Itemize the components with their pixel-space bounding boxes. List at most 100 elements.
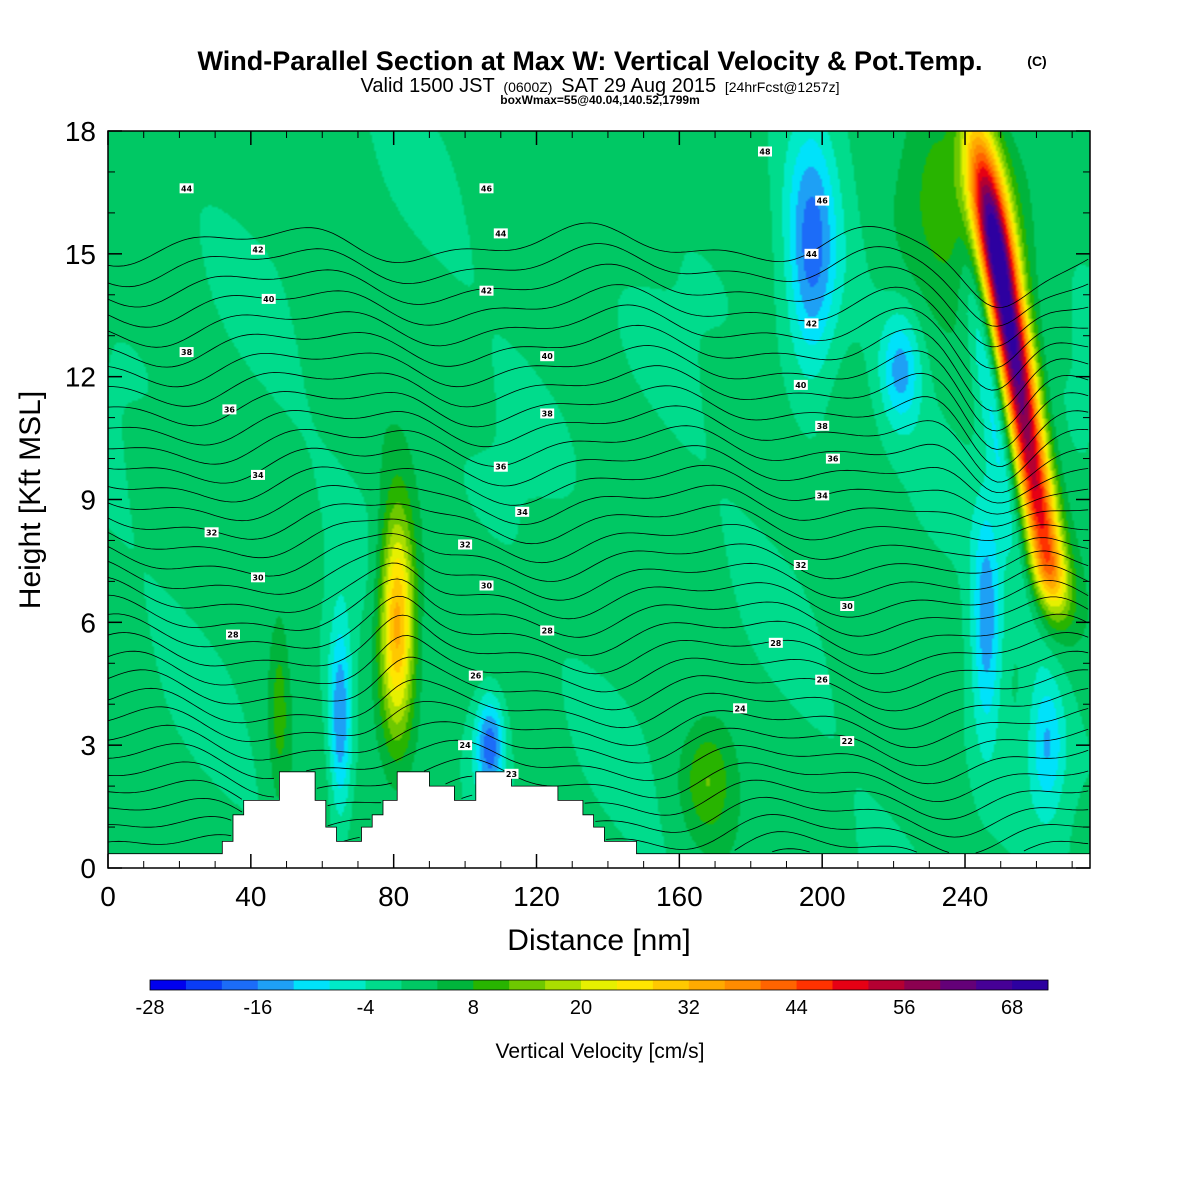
- contour-label-text: 22: [842, 737, 853, 746]
- contour-label-bg: [222, 404, 237, 415]
- colorbar-frame: [149, 979, 1049, 991]
- theta-contour-line: [108, 794, 1089, 838]
- colorbar-swatch: [329, 980, 366, 990]
- contour-label-text: 28: [770, 639, 782, 648]
- theta-contour-label: 28: [226, 629, 240, 640]
- colorbar-swatch: [545, 980, 582, 990]
- colorbar-swatch: [688, 980, 726, 990]
- contour-label-bg: [804, 248, 819, 259]
- colorbar-swatch: [365, 980, 402, 990]
- subtitle-date: SAT 29 Aug 2015: [561, 75, 716, 97]
- theta-contour-label: 38: [540, 408, 555, 419]
- theta-contour-label: 36: [825, 453, 840, 464]
- theta-contour-label: 36: [222, 404, 237, 415]
- theta-contour-line: [108, 484, 1089, 527]
- theta-contour-label: 32: [458, 539, 473, 550]
- theta-contour-label: 42: [251, 244, 265, 255]
- contour-label-bg: [226, 629, 240, 640]
- contour-label-text: 32: [460, 541, 471, 550]
- contour-label-bg: [251, 244, 265, 255]
- colorbar-tick-label: 56: [893, 997, 915, 1019]
- y-tick-label: 18: [65, 116, 96, 147]
- theta-contour-label: 44: [493, 228, 508, 239]
- contour-label-text: 32: [795, 561, 806, 570]
- contour-label-text: 42: [252, 246, 263, 255]
- theta-contour-line: [108, 614, 1089, 675]
- contour-label-text: 44: [181, 184, 193, 193]
- contour-label-text: 24: [460, 741, 472, 750]
- theta-contour-line: [108, 445, 1089, 504]
- colorbar-swatch: [904, 980, 941, 990]
- theta-contour-line: [108, 263, 1089, 348]
- theta-contour-label: 46: [815, 195, 830, 206]
- colorbar-tick-label: -16: [243, 997, 272, 1019]
- contour-label-bg: [733, 703, 748, 714]
- contour-label-text: 28: [227, 631, 239, 640]
- contour-label-text: 48: [759, 148, 771, 157]
- colorbar-swatch: [940, 980, 977, 990]
- theta-contour-label: 32: [793, 560, 808, 570]
- theta-contour-label: 34: [251, 469, 265, 480]
- theta-contour-label: 40: [261, 293, 276, 304]
- copyright-mark: (C): [1027, 53, 1046, 69]
- contour-label-text: 32: [206, 528, 217, 537]
- colorbar-swatch: [581, 980, 618, 990]
- contour-label-text: 38: [817, 422, 829, 431]
- colorbar-tick-label: -4: [357, 997, 375, 1019]
- contour-label-bg: [840, 601, 855, 611]
- svg-text:Valid 1500 JST (0600Z): Valid 1500 JST (0600Z) SAT 29 Aug 2015 […: [361, 75, 840, 97]
- theta-contour-line: [108, 365, 1089, 450]
- contour-label-bg: [504, 768, 519, 779]
- theta-contour-label: 38: [815, 420, 830, 431]
- colorbar-tick-label: 68: [1001, 997, 1023, 1019]
- colorbar-swatch: [150, 980, 187, 990]
- contour-label-text: 23: [506, 770, 517, 779]
- contour-label-text: 46: [817, 197, 829, 206]
- colorbar-swatch: [401, 980, 438, 990]
- theta-contour-label: 30: [251, 572, 265, 583]
- contour-label-bg: [493, 228, 508, 239]
- contour-label-bg: [179, 347, 194, 358]
- y-tick-label: 12: [65, 362, 96, 393]
- contour-label-text: 34: [517, 508, 529, 517]
- theta-contour-label: 34: [515, 506, 530, 517]
- theta-contour-line: [108, 595, 1089, 657]
- theta-contour-line: [108, 503, 1089, 545]
- x-tick-label: 120: [513, 881, 560, 912]
- contour-label-bg: [479, 285, 494, 296]
- contour-label-bg: [479, 580, 494, 591]
- theta-contour-labels: 48 46 46 44 44 44 42 42 42 40 40 40 38 38 38 36 36 36 34 34…: [179, 146, 855, 779]
- contour-label-text: 36: [827, 455, 839, 464]
- theta-contour-line: [108, 814, 1089, 854]
- colorbar-swatch: [760, 980, 797, 990]
- x-tick-label: 160: [656, 881, 703, 912]
- box-info: boxWmax=55@40.04,140.52,1799m: [500, 93, 700, 107]
- contour-label-text: 24: [735, 704, 747, 713]
- contour-label-bg: [815, 490, 830, 501]
- contour-label-text: 44: [495, 229, 507, 238]
- colorbar-tick-label: -28: [136, 997, 165, 1019]
- theta-contour-line: [108, 464, 1089, 515]
- theta-contour-label: 30: [479, 580, 494, 591]
- theta-contour-label: 44: [179, 183, 194, 194]
- theta-contour-label: 46: [479, 183, 494, 194]
- colorbar-swatch: [832, 980, 869, 990]
- theta-contours: [108, 222, 1089, 854]
- contour-label-text: 34: [817, 491, 829, 500]
- theta-contour-line: [108, 405, 1089, 483]
- chart-title: Wind-Parallel Section at Max W: Vertical…: [198, 46, 983, 76]
- colorbar-swatch: [509, 980, 546, 990]
- colorbar-swatch: [616, 980, 654, 990]
- colorbar-swatch: [976, 980, 1013, 990]
- x-axis-label: Distance [nm]: [507, 924, 690, 957]
- contour-label-bg: [261, 293, 276, 304]
- contour-label-bg: [768, 637, 783, 648]
- theta-contour-label: 40: [793, 379, 808, 390]
- theta-contour-line: [108, 831, 1089, 853]
- contour-label-text: 40: [542, 352, 554, 361]
- contour-label-text: 30: [481, 582, 493, 591]
- contour-label-bg: [251, 469, 265, 480]
- terrain-mask: [107, 771, 1091, 869]
- colorbar-swatch: [724, 980, 762, 990]
